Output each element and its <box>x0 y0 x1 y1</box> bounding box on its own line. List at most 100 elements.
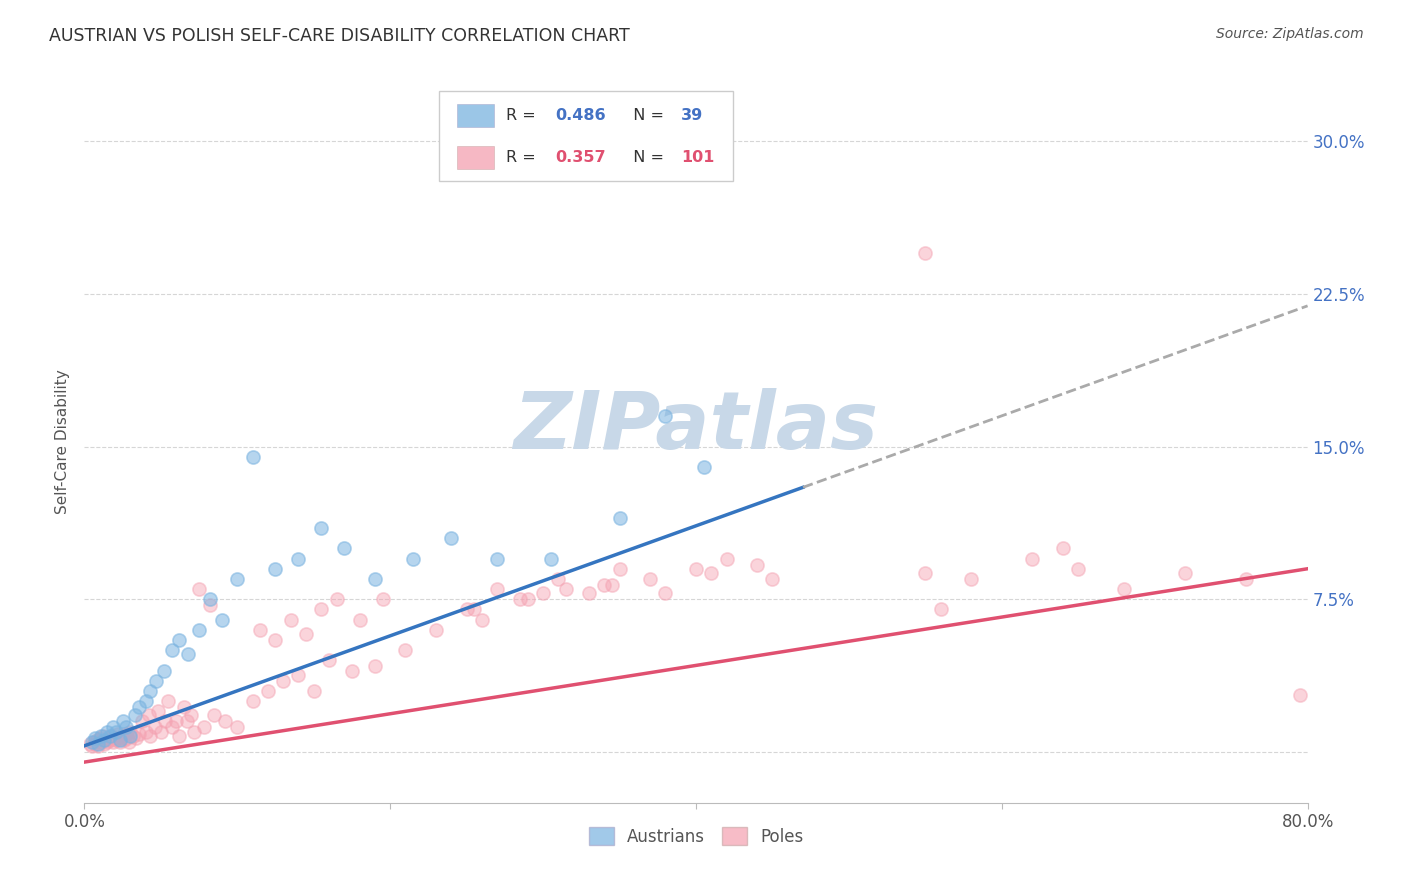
FancyBboxPatch shape <box>439 91 733 181</box>
Point <box>593 578 616 592</box>
Point <box>84 731 107 745</box>
Point <box>114 721 136 735</box>
Point <box>914 246 936 260</box>
Point <box>160 643 183 657</box>
Point <box>143 721 166 735</box>
Point <box>287 667 309 681</box>
Point <box>146 704 169 718</box>
Legend: Austrians, Poles: Austrians, Poles <box>582 821 810 852</box>
Point <box>1114 582 1136 596</box>
Text: N =: N = <box>623 108 669 123</box>
Point <box>202 708 225 723</box>
Point <box>94 732 117 747</box>
Point <box>139 729 162 743</box>
Point <box>90 735 112 749</box>
Text: AUSTRIAN VS POLISH SELF-CARE DISABILITY CORRELATION CHART: AUSTRIAN VS POLISH SELF-CARE DISABILITY … <box>49 27 630 45</box>
Point <box>138 708 160 723</box>
Point <box>242 450 264 464</box>
Point <box>280 613 302 627</box>
Point <box>654 409 676 423</box>
Point <box>98 732 121 747</box>
Point <box>1052 541 1074 556</box>
Point <box>145 673 167 688</box>
Point <box>180 708 202 723</box>
Point <box>112 732 135 747</box>
Point <box>609 562 631 576</box>
Point <box>128 700 150 714</box>
Point <box>188 582 211 596</box>
Point <box>531 586 554 600</box>
Bar <box>457 104 494 128</box>
Point <box>311 521 333 535</box>
Text: 0.357: 0.357 <box>555 150 606 165</box>
Text: 0.486: 0.486 <box>555 108 606 123</box>
Point <box>80 739 103 753</box>
Point <box>271 673 294 688</box>
Point <box>257 684 280 698</box>
Point <box>371 592 394 607</box>
Point <box>139 684 162 698</box>
Text: 101: 101 <box>682 150 714 165</box>
Point <box>89 731 111 745</box>
Point <box>115 731 138 745</box>
Point <box>311 602 333 616</box>
Point <box>340 664 363 678</box>
Point <box>349 613 371 627</box>
Point <box>747 558 769 572</box>
Point <box>1067 562 1090 576</box>
Text: R =: R = <box>506 108 541 123</box>
Point <box>1021 551 1043 566</box>
Point <box>120 729 142 743</box>
Point <box>578 586 600 600</box>
Point <box>456 602 478 616</box>
Point <box>108 735 131 749</box>
Point <box>103 735 125 749</box>
Point <box>540 551 562 566</box>
Point <box>120 724 142 739</box>
Bar <box>457 145 494 169</box>
Text: N =: N = <box>623 150 669 165</box>
Point <box>173 700 195 714</box>
Point <box>98 729 121 743</box>
Point <box>165 714 187 729</box>
Point <box>402 551 425 566</box>
Point <box>198 592 221 607</box>
Point <box>122 729 145 743</box>
Point <box>135 694 157 708</box>
Point <box>135 724 157 739</box>
Point <box>211 613 233 627</box>
Point <box>83 735 105 749</box>
Point <box>264 632 287 647</box>
Point <box>96 735 118 749</box>
Point <box>79 737 101 751</box>
Point <box>1289 688 1312 702</box>
Point <box>914 566 936 580</box>
Point <box>167 729 190 743</box>
Point <box>486 551 509 566</box>
Point <box>153 664 176 678</box>
Point <box>87 739 110 753</box>
Point <box>1174 566 1197 580</box>
Point <box>214 714 236 729</box>
Point <box>93 732 115 747</box>
Text: ZIPatlas: ZIPatlas <box>513 388 879 467</box>
Point <box>960 572 983 586</box>
Point <box>333 541 356 556</box>
Text: R =: R = <box>506 150 541 165</box>
Point <box>440 531 463 545</box>
Point <box>318 653 340 667</box>
Point <box>183 724 205 739</box>
Point <box>600 578 623 592</box>
Point <box>167 632 190 647</box>
Point <box>364 659 387 673</box>
Point <box>107 726 129 740</box>
Point <box>80 735 103 749</box>
Point <box>685 562 707 576</box>
Point <box>226 572 249 586</box>
Point <box>105 732 128 747</box>
Point <box>96 724 118 739</box>
Point <box>86 732 108 747</box>
Point <box>87 737 110 751</box>
Point <box>249 623 271 637</box>
Point <box>242 694 264 708</box>
